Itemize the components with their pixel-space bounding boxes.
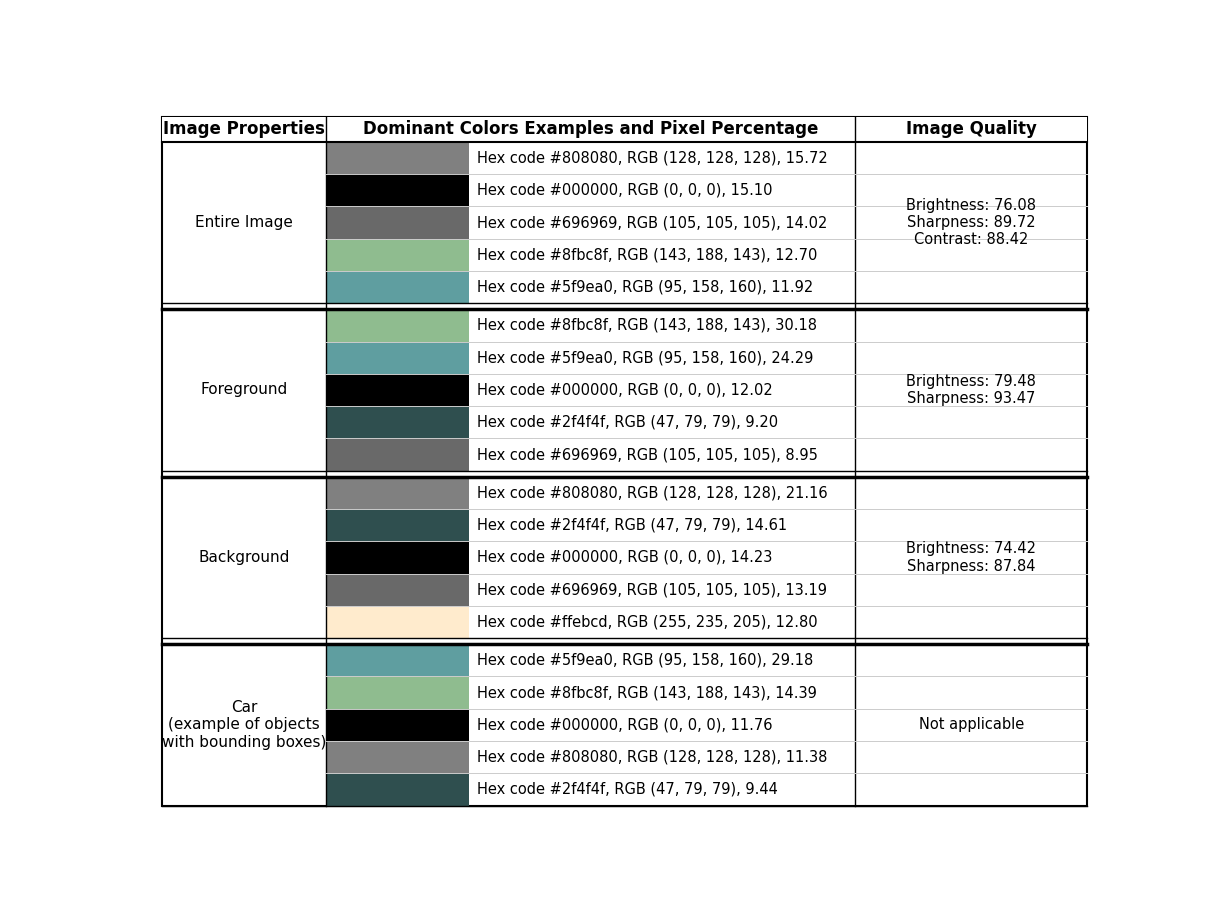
Text: Brightness: 74.42
Sharpness: 87.84: Brightness: 74.42 Sharpness: 87.84 — [906, 541, 1037, 573]
Text: Hex code #2f4f4f, RGB (47, 79, 79), 14.61: Hex code #2f4f4f, RGB (47, 79, 79), 14.6… — [476, 518, 787, 532]
Text: Image Quality: Image Quality — [906, 121, 1037, 138]
Bar — [326, 174, 469, 206]
Text: Hex code #8fbc8f, RGB (143, 188, 143), 30.18: Hex code #8fbc8f, RGB (143, 188, 143), 3… — [476, 318, 817, 333]
Bar — [326, 606, 469, 638]
Text: Brightness: 79.48
Sharpness: 93.47: Brightness: 79.48 Sharpness: 93.47 — [906, 373, 1037, 406]
Bar — [326, 573, 469, 606]
Text: Hex code #5f9ea0, RGB (95, 158, 160), 11.92: Hex code #5f9ea0, RGB (95, 158, 160), 11… — [476, 279, 814, 295]
Text: Entire Image: Entire Image — [195, 215, 294, 230]
Bar — [326, 708, 469, 741]
Bar — [326, 509, 469, 541]
Text: Not applicable: Not applicable — [918, 718, 1024, 732]
Bar — [326, 773, 469, 805]
Text: Hex code #8fbc8f, RGB (143, 188, 143), 14.39: Hex code #8fbc8f, RGB (143, 188, 143), 1… — [476, 685, 816, 700]
Text: Hex code #5f9ea0, RGB (95, 158, 160), 29.18: Hex code #5f9ea0, RGB (95, 158, 160), 29… — [476, 653, 814, 667]
Text: Hex code #5f9ea0, RGB (95, 158, 160), 24.29: Hex code #5f9ea0, RGB (95, 158, 160), 24… — [476, 351, 814, 365]
Text: Hex code #808080, RGB (128, 128, 128), 15.72: Hex code #808080, RGB (128, 128, 128), 1… — [476, 151, 827, 165]
Text: Hex code #ffebcd, RGB (255, 235, 205), 12.80: Hex code #ffebcd, RGB (255, 235, 205), 1… — [476, 614, 817, 629]
Text: Hex code #8fbc8f, RGB (143, 188, 143), 12.70: Hex code #8fbc8f, RGB (143, 188, 143), 1… — [476, 247, 817, 262]
Bar — [326, 341, 469, 373]
Bar — [326, 644, 469, 677]
Text: Hex code #808080, RGB (128, 128, 128), 21.16: Hex code #808080, RGB (128, 128, 128), 2… — [476, 486, 827, 500]
Text: Hex code #000000, RGB (0, 0, 0), 14.23: Hex code #000000, RGB (0, 0, 0), 14.23 — [476, 550, 772, 565]
Bar — [326, 310, 469, 341]
Text: Background: Background — [199, 550, 290, 565]
Text: Hex code #696969, RGB (105, 105, 105), 14.02: Hex code #696969, RGB (105, 105, 105), 1… — [476, 215, 827, 230]
Bar — [326, 373, 469, 406]
Text: Image Properties: Image Properties — [163, 121, 325, 138]
Text: Dominant Colors Examples and Pixel Percentage: Dominant Colors Examples and Pixel Perce… — [363, 121, 818, 138]
Bar — [326, 406, 469, 438]
Text: Car
(example of objects
with bounding boxes): Car (example of objects with bounding bo… — [162, 700, 326, 750]
Text: Hex code #808080, RGB (128, 128, 128), 11.38: Hex code #808080, RGB (128, 128, 128), 1… — [476, 750, 827, 764]
Text: Brightness: 76.08
Sharpness: 89.72
Contrast: 88.42: Brightness: 76.08 Sharpness: 89.72 Contr… — [906, 198, 1037, 247]
Text: Hex code #696969, RGB (105, 105, 105), 13.19: Hex code #696969, RGB (105, 105, 105), 1… — [476, 582, 827, 597]
Bar — [326, 541, 469, 573]
Bar — [326, 142, 469, 174]
Text: Hex code #2f4f4f, RGB (47, 79, 79), 9.44: Hex code #2f4f4f, RGB (47, 79, 79), 9.44 — [476, 782, 777, 797]
Text: Hex code #000000, RGB (0, 0, 0), 12.02: Hex code #000000, RGB (0, 0, 0), 12.02 — [476, 383, 772, 397]
Bar — [162, 117, 1086, 142]
Text: Hex code #2f4f4f, RGB (47, 79, 79), 9.20: Hex code #2f4f4f, RGB (47, 79, 79), 9.20 — [476, 415, 778, 430]
Text: Hex code #000000, RGB (0, 0, 0), 11.76: Hex code #000000, RGB (0, 0, 0), 11.76 — [476, 718, 772, 732]
Bar — [326, 206, 469, 238]
Text: Foreground: Foreground — [201, 383, 287, 397]
Bar — [326, 238, 469, 271]
Bar — [326, 741, 469, 773]
Bar — [326, 677, 469, 708]
Bar — [326, 271, 469, 303]
Bar — [326, 438, 469, 471]
Bar — [326, 477, 469, 509]
Text: Hex code #696969, RGB (105, 105, 105), 8.95: Hex code #696969, RGB (105, 105, 105), 8… — [476, 447, 817, 462]
Text: Hex code #000000, RGB (0, 0, 0), 15.10: Hex code #000000, RGB (0, 0, 0), 15.10 — [476, 183, 772, 198]
